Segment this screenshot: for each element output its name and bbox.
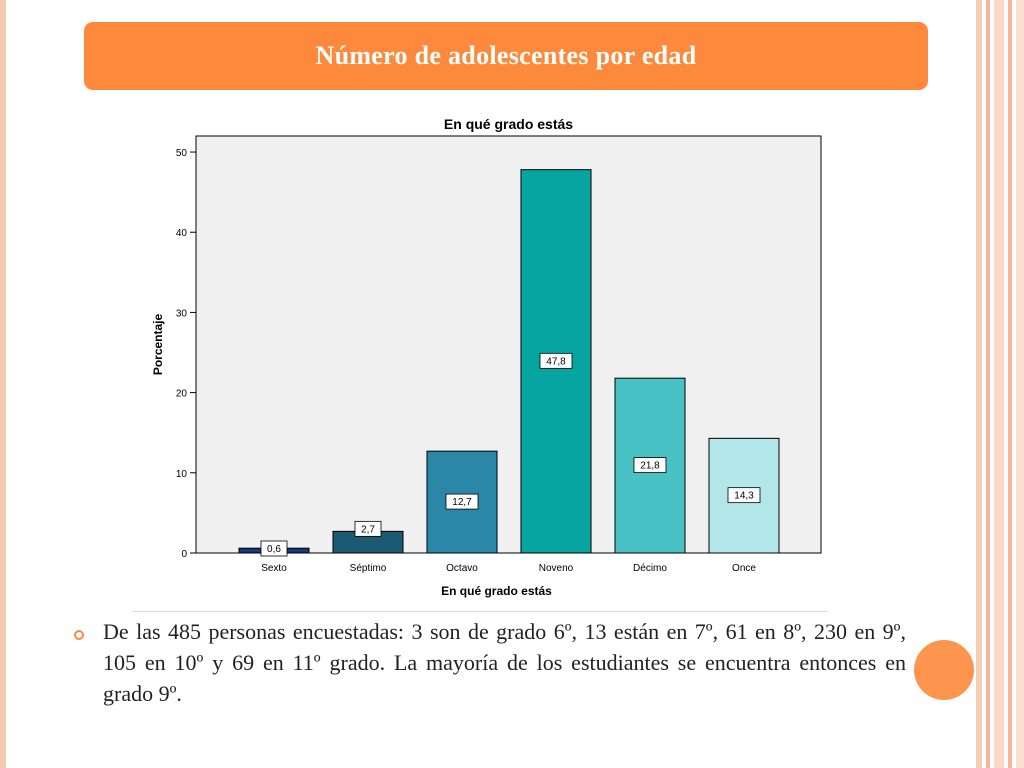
data-label-box — [539, 352, 573, 369]
y-tick-label: 10 — [176, 469, 188, 480]
bar-chart: En qué grado estás 0 10 20 30 40 50 Porcentaje S… — [151, 116, 822, 598]
bullet-text: De las 485 personas encuestadas: 3 son d… — [103, 619, 906, 706]
slide-title: Número de adolescentes por edad — [315, 41, 697, 70]
data-label: 2,7 — [361, 524, 375, 535]
x-tick-label: Once — [732, 563, 756, 574]
bullet-item: De las 485 personas encuestadas: 3 son d… — [72, 616, 906, 709]
y-tick-label: 30 — [176, 308, 188, 319]
data-label: 12,7 — [452, 497, 472, 508]
data-label-box — [260, 540, 288, 557]
y-tick-label: 50 — [176, 148, 188, 159]
y-tick-label: 20 — [176, 389, 188, 400]
y-tick-label: 0 — [181, 549, 187, 560]
x-tick-label: Séptimo — [350, 563, 387, 574]
decorative-orange-circle — [914, 640, 974, 700]
chart-title: En qué grado estás — [444, 116, 573, 132]
data-label-box — [354, 520, 382, 537]
data-label: 21,8 — [640, 461, 660, 472]
y-tick-label: 40 — [176, 228, 188, 239]
data-label-box — [633, 457, 667, 473]
x-tick-label: Noveno — [539, 563, 574, 574]
y-axis-label: Porcentaje — [151, 313, 165, 375]
right-decorative-stripes — [976, 0, 1024, 768]
x-axis-label: En qué grado estás — [441, 584, 552, 598]
left-decorative-rule — [0, 0, 6, 768]
x-tick-label: Décimo — [633, 563, 667, 574]
data-label-box — [445, 493, 479, 510]
slide-title-bar: Número de adolescentes por edad — [84, 22, 928, 90]
data-label: 47,8 — [546, 356, 566, 367]
bullet-circle-icon — [74, 630, 84, 640]
x-tick-label: Sexto — [261, 563, 287, 574]
data-label: 14,3 — [734, 491, 754, 502]
x-tick-label: Octavo — [446, 563, 478, 574]
divider-line — [132, 611, 828, 612]
data-label-box — [727, 487, 761, 504]
data-label: 0,6 — [267, 544, 281, 555]
